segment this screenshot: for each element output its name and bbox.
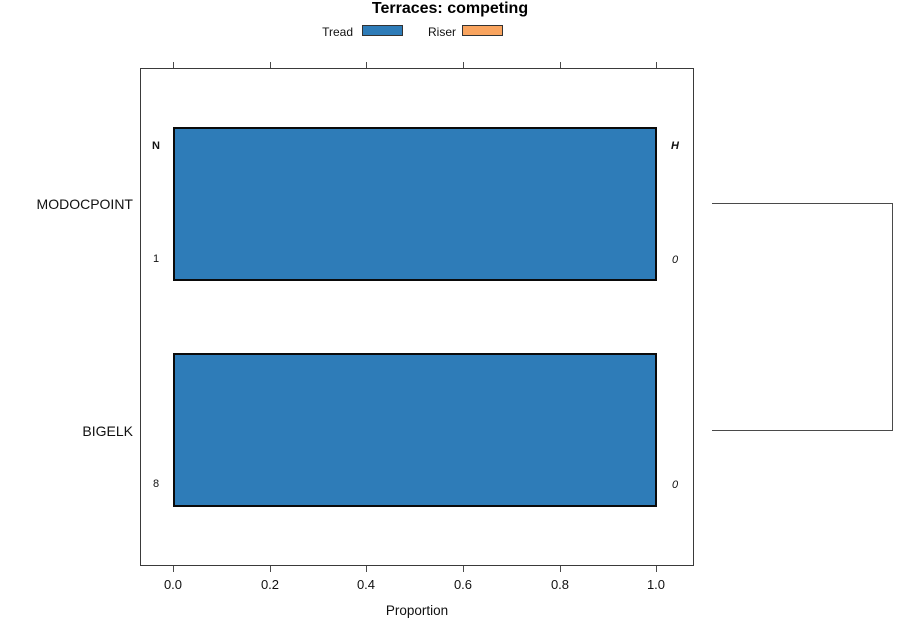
bracket-vertical-line	[892, 203, 893, 431]
right-count-modocpoint: 0	[671, 254, 679, 266]
x-tick-label: 0.2	[260, 577, 280, 592]
bracket-top-line	[712, 203, 892, 204]
left-column-header: N	[152, 140, 160, 152]
x-axis-top-tick	[366, 62, 367, 68]
left-count-modocpoint: 1	[152, 253, 160, 265]
chart-title: Terraces: competing	[371, 0, 529, 17]
x-axis-top-tick	[560, 62, 561, 68]
x-axis-bottom-tick	[463, 566, 464, 572]
x-axis-bottom-tick	[366, 566, 367, 572]
x-tick-label: 0.0	[163, 577, 183, 592]
x-axis-top-tick	[270, 62, 271, 68]
bar-modocpoint-tread	[173, 127, 657, 281]
left-count-bigelk: 8	[152, 478, 160, 490]
x-axis-bottom-tick	[270, 566, 271, 572]
x-axis-title: Proportion	[385, 603, 449, 618]
x-axis-bottom-tick	[173, 566, 174, 572]
x-axis-top-tick	[173, 62, 174, 68]
x-tick-label: 0.8	[550, 577, 570, 592]
x-tick-label: 1.0	[646, 577, 666, 592]
right-column-header: H	[671, 140, 679, 152]
right-count-bigelk: 0	[671, 479, 679, 491]
category-label-bigelk: BIGELK	[82, 423, 133, 439]
x-tick-label: 0.6	[453, 577, 473, 592]
plot-area	[140, 68, 694, 566]
bar-bigelk-tread	[173, 353, 657, 507]
legend-swatch-riser-icon	[462, 25, 503, 36]
bracket-bottom-line	[712, 430, 892, 431]
legend-label-riser: Riser	[428, 25, 457, 39]
x-axis-top-tick	[656, 62, 657, 68]
x-tick-label: 0.4	[356, 577, 376, 592]
legend-label-tread: Tread	[322, 25, 353, 39]
x-axis-bottom-tick	[560, 566, 561, 572]
x-axis-top-tick	[463, 62, 464, 68]
legend-swatch-tread-icon	[362, 25, 403, 36]
category-label-modocpoint: MODOCPOINT	[36, 196, 133, 212]
x-axis-bottom-tick	[656, 566, 657, 572]
